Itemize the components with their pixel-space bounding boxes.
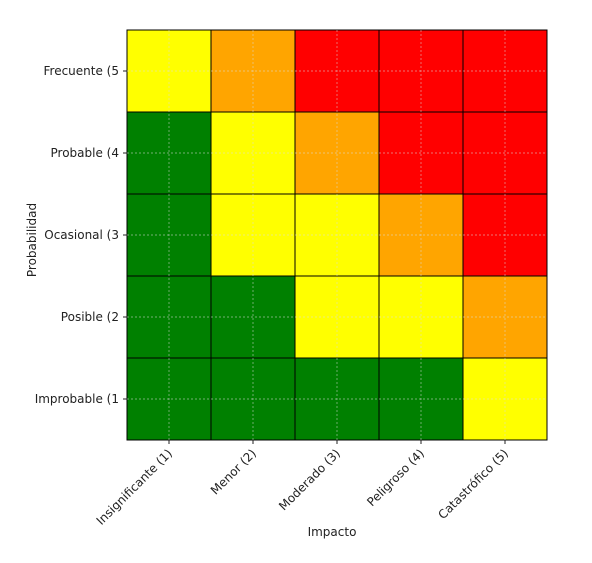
grid-lines <box>127 30 547 440</box>
y-tick-label: Improbable (1 <box>35 392 119 406</box>
x-tick-label: Menor (2) <box>208 446 259 497</box>
y-axis-label: Probabilidad <box>25 203 39 277</box>
x-axis-label: Impacto <box>308 525 357 539</box>
x-tick-label: Peligroso (4) <box>364 446 427 509</box>
x-tick-labels: Insignificante (1) Menor (2) Moderado (3) P… <box>94 440 511 528</box>
y-tick-label: Probable (4 <box>51 146 119 160</box>
y-tick-label: Frecuente (5 <box>44 64 120 78</box>
y-tick-label: Ocasional (3 <box>44 228 119 242</box>
x-tick-label: Moderado (3) <box>276 446 343 513</box>
y-tick-labels: Improbable (1 Posible (2 Ocasional (3 Proba… <box>35 64 127 406</box>
y-tick-label: Posible (2 <box>61 310 119 324</box>
x-tick-label: Insignificante (1) <box>94 446 176 528</box>
x-tick-label: Catastrófico (5) <box>435 446 511 522</box>
